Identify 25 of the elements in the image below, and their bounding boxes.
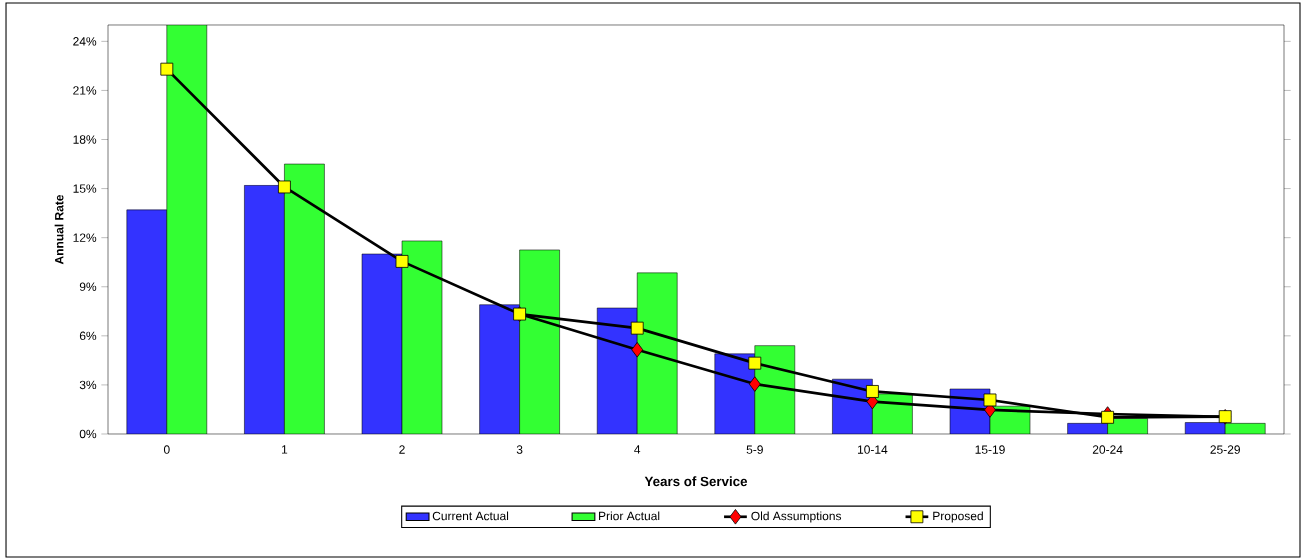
x-tick-label: 5-9 [746, 445, 763, 454]
y-tick-label: 21% [73, 86, 97, 95]
y-axis-title: Annual Rate [54, 194, 64, 265]
y-tick-label: 6% [79, 331, 97, 341]
legend-label: Old Assumptions [751, 511, 842, 523]
x-tick-label: 0 [163, 445, 170, 454]
x-tick-label: 3 [516, 445, 523, 454]
legend-label: Prior Actual [599, 511, 660, 521]
legend-label: Proposed [933, 511, 983, 523]
y-tick-label: 12% [73, 233, 97, 242]
y-tick-label: 0% [79, 429, 97, 439]
x-tick-label: 2 [399, 445, 405, 454]
x-tick-label: 15-19 [975, 445, 1005, 454]
y-tick-label: 9% [79, 282, 97, 292]
legend-label: Current Actual [432, 511, 509, 521]
x-tick-label: 25-29 [1210, 445, 1240, 454]
y-tick-label: 18% [73, 135, 97, 144]
x-tick-label: 4 [634, 445, 641, 454]
x-axis-title: Years of Service [644, 476, 748, 487]
x-tick-label: 1 [282, 445, 288, 454]
y-tick-label: 24% [73, 37, 97, 46]
x-tick-label: 10-14 [857, 445, 888, 454]
y-tick-label: 3% [79, 380, 97, 390]
x-tick-label: 20-24 [1092, 445, 1123, 454]
y-tick-label: 15% [73, 184, 97, 193]
